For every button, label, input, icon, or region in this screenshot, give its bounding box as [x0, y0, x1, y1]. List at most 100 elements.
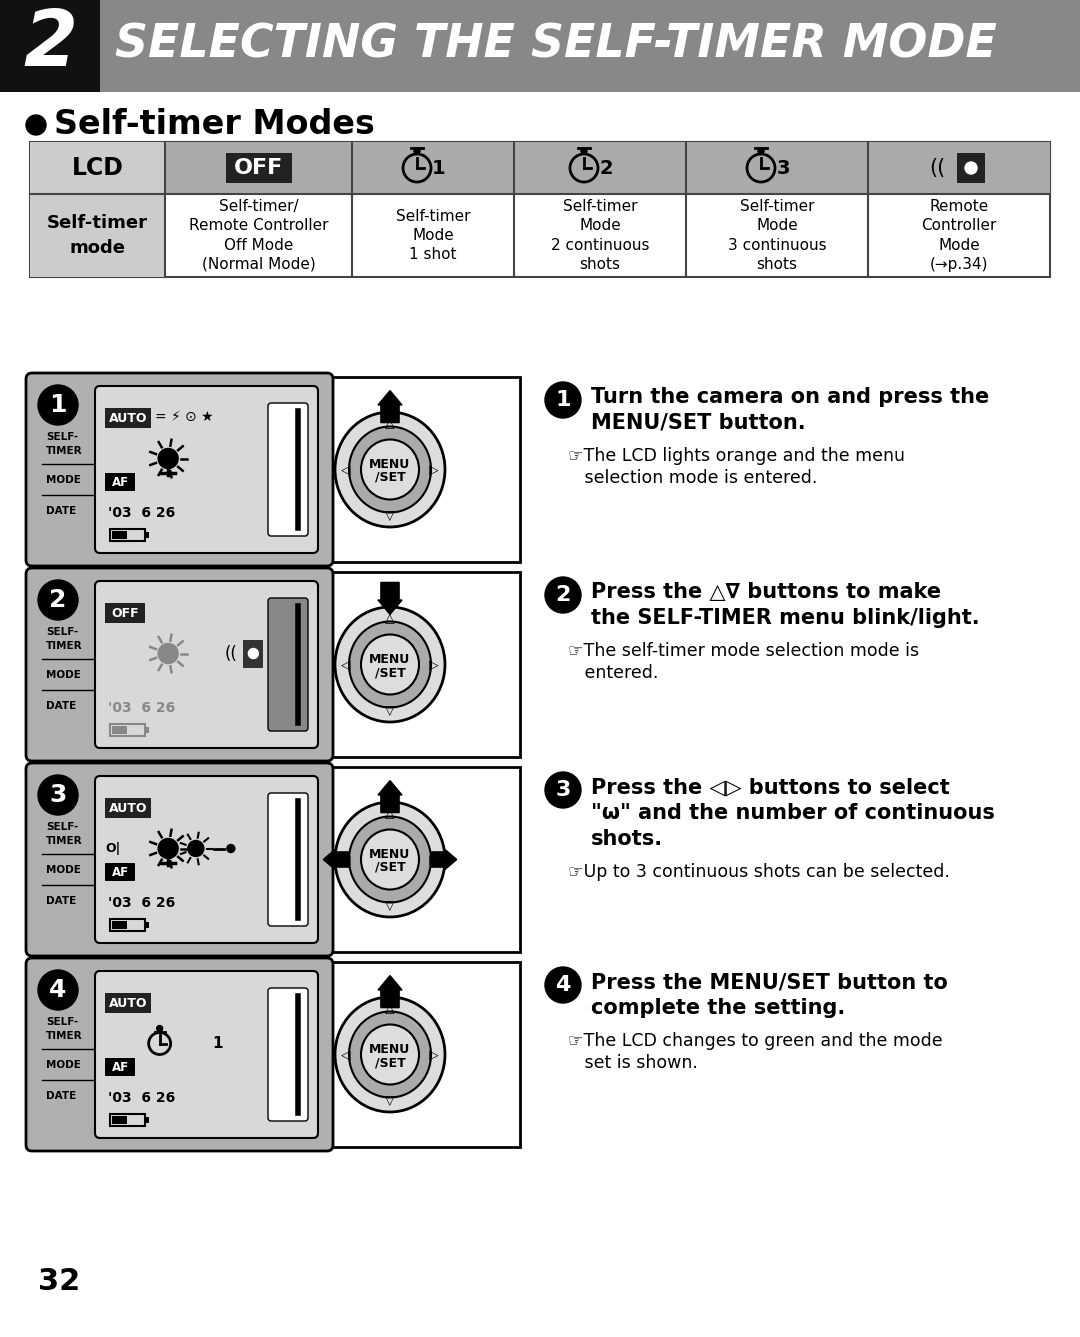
FancyBboxPatch shape [112, 1116, 127, 1124]
Circle shape [157, 1025, 163, 1032]
Text: 2: 2 [599, 159, 612, 178]
FancyBboxPatch shape [145, 532, 149, 539]
Text: ▷: ▷ [429, 658, 438, 671]
Text: TIMER: TIMER [46, 837, 83, 846]
Ellipse shape [349, 817, 431, 902]
Text: 4: 4 [50, 977, 67, 1001]
FancyBboxPatch shape [105, 603, 145, 623]
Circle shape [38, 775, 78, 816]
Ellipse shape [349, 427, 431, 512]
Text: Press the ◁▷ buttons to select: Press the ◁▷ buttons to select [591, 777, 949, 797]
Text: ◁: ◁ [341, 1048, 351, 1062]
Text: = ⚡ ⊙ ★: = ⚡ ⊙ ★ [156, 410, 214, 424]
Text: DATE: DATE [46, 507, 77, 516]
Text: TIMER: TIMER [46, 1031, 83, 1042]
Text: MENU: MENU [369, 1043, 410, 1056]
Polygon shape [378, 976, 402, 1008]
FancyBboxPatch shape [105, 473, 135, 492]
FancyBboxPatch shape [105, 798, 151, 818]
Text: ▷: ▷ [429, 463, 438, 476]
Circle shape [545, 967, 581, 1003]
FancyBboxPatch shape [26, 568, 333, 761]
Text: LCD: LCD [71, 156, 123, 180]
Text: ((: (( [225, 644, 238, 663]
Text: MODE: MODE [46, 865, 81, 876]
FancyBboxPatch shape [30, 767, 519, 952]
FancyBboxPatch shape [30, 963, 519, 1147]
Ellipse shape [335, 802, 445, 917]
Text: ◁: ◁ [341, 658, 351, 671]
Text: /SET: /SET [375, 1056, 405, 1070]
Text: ▽: ▽ [386, 1094, 395, 1107]
FancyBboxPatch shape [145, 923, 149, 928]
Text: Self-timer/
Remote Controller
Off Mode
(Normal Mode): Self-timer/ Remote Controller Off Mode (… [189, 199, 328, 271]
Text: MENU: MENU [369, 459, 410, 471]
Circle shape [26, 115, 46, 135]
FancyBboxPatch shape [30, 572, 519, 757]
Text: OFF: OFF [234, 158, 283, 178]
Circle shape [966, 162, 977, 174]
Text: the SELF-TIMER menu blink/light.: the SELF-TIMER menu blink/light. [591, 608, 980, 628]
Text: /SET: /SET [375, 471, 405, 484]
FancyBboxPatch shape [268, 598, 308, 731]
Text: complete the setting.: complete the setting. [591, 997, 846, 1017]
FancyBboxPatch shape [957, 152, 985, 183]
Text: ☞The LCD changes to green and the mode: ☞The LCD changes to green and the mode [568, 1032, 943, 1050]
Text: ((: (( [929, 158, 945, 178]
Circle shape [158, 838, 178, 858]
Text: 2: 2 [23, 7, 77, 83]
Ellipse shape [361, 1024, 419, 1084]
Text: 3: 3 [555, 779, 570, 800]
FancyBboxPatch shape [268, 402, 308, 536]
Circle shape [414, 148, 420, 154]
FancyBboxPatch shape [145, 1118, 149, 1123]
FancyBboxPatch shape [26, 959, 333, 1151]
FancyBboxPatch shape [30, 142, 1050, 277]
Text: selection mode is entered.: selection mode is entered. [568, 469, 818, 487]
Circle shape [581, 148, 588, 154]
FancyBboxPatch shape [26, 763, 333, 956]
Text: 32: 32 [38, 1267, 80, 1297]
Circle shape [38, 580, 78, 620]
Text: Self-timer
Mode
3 continuous
shots: Self-timer Mode 3 continuous shots [728, 199, 826, 271]
Text: 1: 1 [212, 1036, 222, 1051]
Text: set is shown.: set is shown. [568, 1054, 698, 1072]
Text: AF: AF [111, 1062, 129, 1074]
FancyBboxPatch shape [105, 993, 151, 1013]
Text: /SET: /SET [375, 666, 405, 679]
Ellipse shape [335, 607, 445, 722]
Text: Remote
Controller
Mode
(→p.34): Remote Controller Mode (→p.34) [921, 199, 997, 271]
FancyBboxPatch shape [268, 793, 308, 927]
Text: TIMER: TIMER [46, 447, 83, 456]
Circle shape [158, 448, 178, 468]
Text: ☞The self-timer mode selection mode is: ☞The self-timer mode selection mode is [568, 642, 919, 660]
Text: entered.: entered. [568, 664, 659, 682]
Text: △: △ [386, 1001, 395, 1015]
Text: SELF-: SELF- [46, 822, 78, 832]
Ellipse shape [335, 412, 445, 527]
Text: '03  6 26: '03 6 26 [108, 702, 175, 715]
Text: SELECTING THE SELF-TIMER MODE: SELECTING THE SELF-TIMER MODE [114, 21, 997, 67]
Text: 1: 1 [555, 390, 570, 410]
Text: OFF: OFF [111, 607, 139, 620]
Circle shape [227, 845, 234, 853]
Ellipse shape [349, 622, 431, 707]
Text: SELF-: SELF- [46, 432, 78, 443]
Text: DATE: DATE [46, 896, 77, 906]
Ellipse shape [361, 635, 419, 694]
Text: SELF-: SELF- [46, 1017, 78, 1027]
Text: MODE: MODE [46, 670, 81, 681]
FancyBboxPatch shape [105, 408, 151, 428]
FancyBboxPatch shape [145, 727, 149, 734]
Text: MENU: MENU [369, 848, 410, 861]
FancyBboxPatch shape [30, 142, 1050, 194]
Polygon shape [378, 390, 402, 422]
Text: Self-timer
mode: Self-timer mode [48, 214, 148, 257]
Text: 3: 3 [777, 159, 789, 178]
Text: 1: 1 [50, 393, 67, 417]
Circle shape [248, 648, 258, 659]
FancyBboxPatch shape [105, 1059, 135, 1076]
Ellipse shape [349, 1012, 431, 1098]
Polygon shape [378, 781, 402, 813]
FancyBboxPatch shape [95, 971, 318, 1138]
